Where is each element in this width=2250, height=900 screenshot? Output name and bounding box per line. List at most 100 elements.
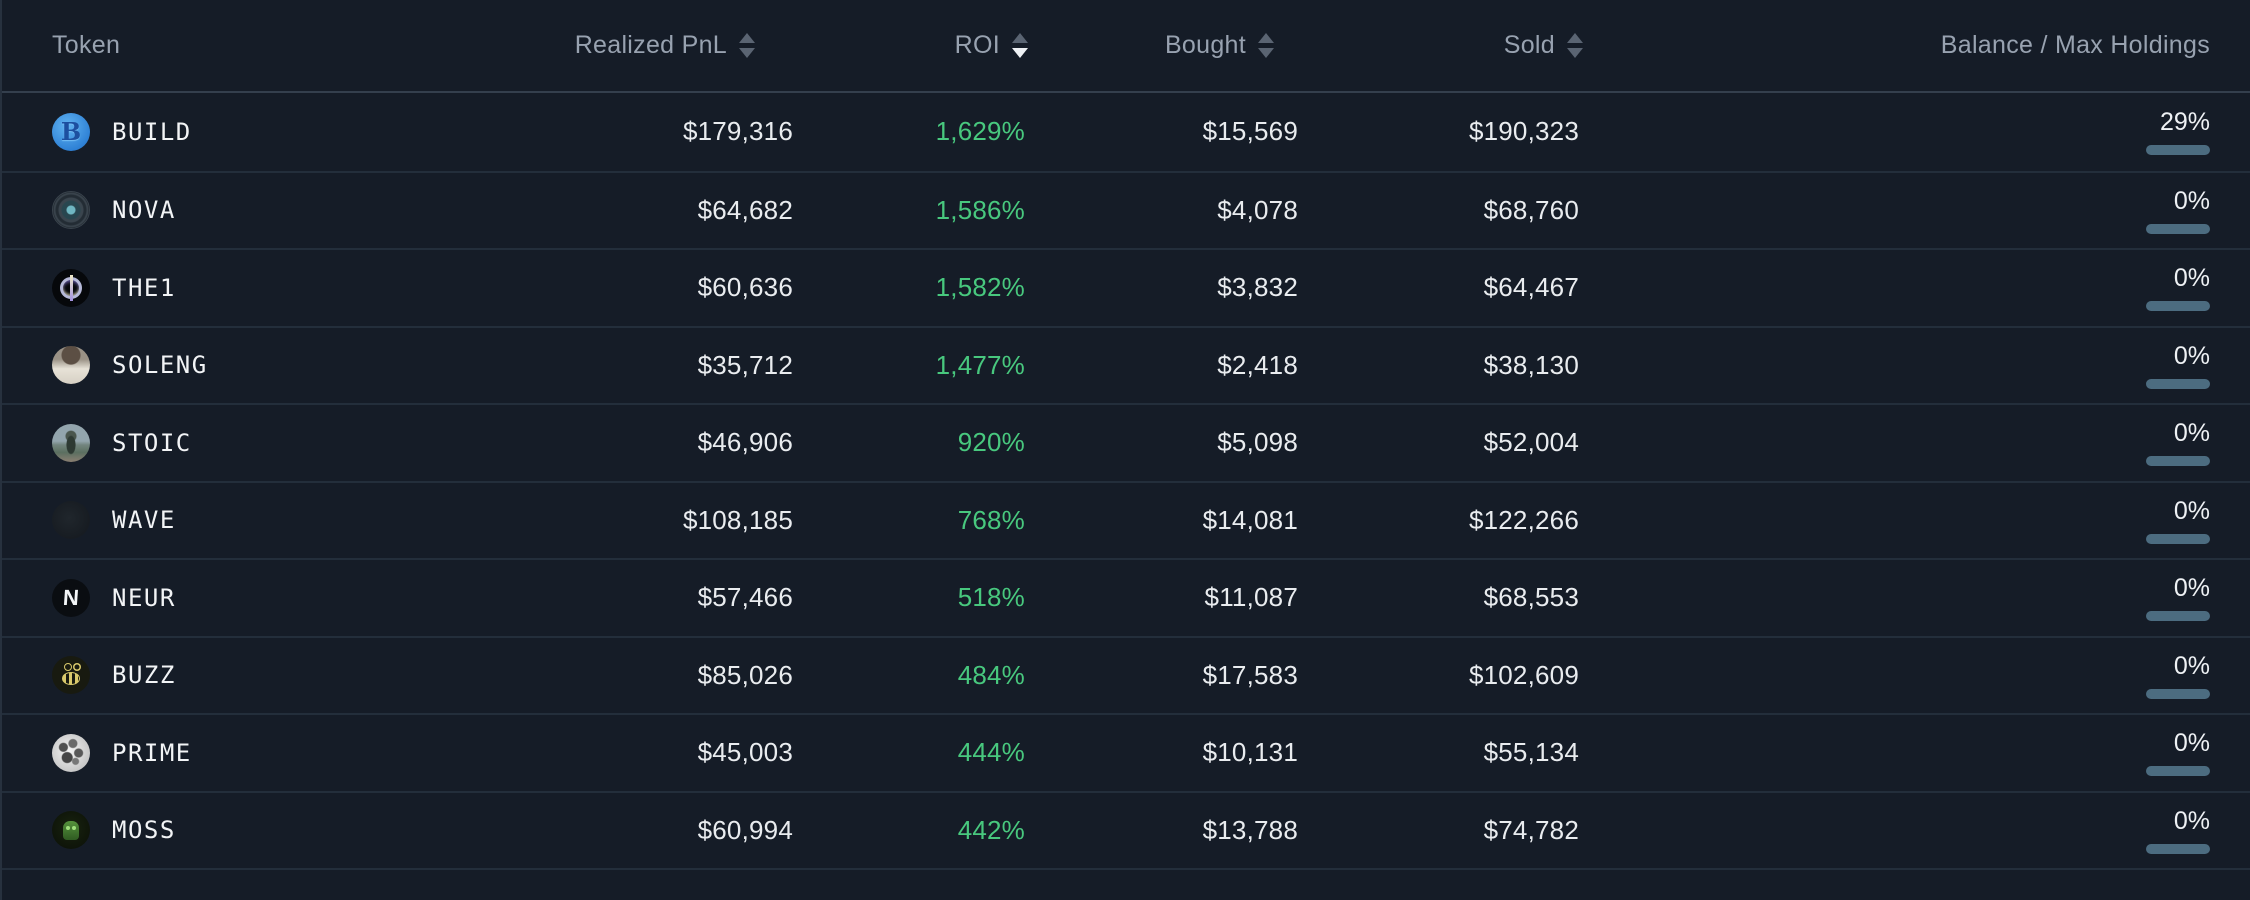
balance-percent: 0% (2173, 264, 2210, 293)
sort-up-icon (1258, 33, 1274, 43)
bought-value: $13,788 (1202, 814, 1298, 845)
table-row[interactable]: STOIC $46,906 920% $5,098 $52,004 0% (2, 403, 2250, 481)
sort-arrows-icon (739, 33, 755, 58)
table-row[interactable]: THE1 $60,636 1,582% $3,832 $64,467 0% (2, 248, 2250, 326)
balance-cell: 0% (1585, 187, 2250, 234)
balance-cell: 0% (1585, 342, 2250, 389)
table-row[interactable]: N NEUR $57,466 518% $11,087 $68,553 0% (2, 558, 2250, 636)
balance-progress-bar (2146, 456, 2210, 467)
sort-arrows-icon (1567, 33, 1583, 58)
table-row[interactable]: PRIME $45,003 444% $10,131 $55,134 0% (2, 713, 2250, 791)
bought-value: $17,583 (1202, 659, 1298, 690)
balance-progress-bar (2146, 533, 2210, 544)
balance-progress-bar (2146, 378, 2210, 389)
column-header-bought[interactable]: Bought (1030, 31, 1300, 60)
roi-value: 518% (957, 582, 1025, 613)
column-header-roi[interactable]: ROI (795, 31, 1030, 60)
column-header-label: ROI (954, 31, 1000, 59)
token-cell: BUZZ (2, 656, 400, 695)
token-name: BUILD (112, 117, 192, 146)
balance-progress-bar (2146, 223, 2210, 234)
realized-pnl-value: $85,026 (697, 659, 793, 690)
balance-percent: 0% (2173, 574, 2210, 603)
realized-pnl-value: $60,636 (697, 272, 793, 303)
the1-token-icon (52, 268, 90, 307)
table-footer-space (2, 868, 2250, 900)
roi-value: 484% (957, 659, 1025, 690)
column-header-sold[interactable]: Sold (1300, 31, 1585, 60)
column-header-token: Token (2, 31, 400, 60)
table-body: B BUILD $179,316 1,629% $15,569 $190,323… (2, 93, 2250, 868)
table-row[interactable]: MOSS $60,994 442% $13,788 $74,782 0% (2, 790, 2250, 869)
neur-token-icon: N (52, 578, 90, 617)
table-row[interactable]: WAVE $108,185 768% $14,081 $122,266 0% (2, 480, 2250, 559)
buzz-token-icon (52, 656, 90, 695)
column-header-realized-pnl[interactable]: Realized PnL (400, 31, 795, 60)
stoic-token-icon (52, 423, 90, 462)
bought-value: $2,418 (1217, 349, 1298, 380)
balance-progress-bar (2146, 688, 2210, 699)
balance-percent: 0% (2173, 419, 2210, 448)
token-cell: STOIC (2, 423, 400, 462)
column-header-balance-max-holdings: Balance / Max Holdings (1585, 31, 2250, 60)
realized-pnl-value: $46,906 (697, 427, 793, 458)
bought-value: $5,098 (1217, 427, 1298, 458)
token-cell: NOVA (2, 191, 400, 230)
sold-value: $102,609 (1468, 659, 1579, 690)
balance-percent: 0% (2173, 186, 2210, 215)
token-cell: THE1 (2, 268, 400, 307)
roi-value: 444% (957, 737, 1025, 768)
balance-percent: 0% (2173, 341, 2210, 370)
balance-progress-bar (2146, 843, 2210, 854)
sort-down-icon (1258, 48, 1274, 58)
token-name: THE1 (112, 273, 176, 302)
table-row[interactable]: BUZZ $85,026 484% $17,583 $102,609 0% (2, 635, 2250, 714)
sold-value: $68,760 (1483, 194, 1579, 225)
balance-cell: 0% (1585, 264, 2250, 312)
table-row[interactable]: NOVA $64,682 1,586% $4,078 $68,760 0% (2, 170, 2250, 249)
token-icon-glyph: B (60, 117, 82, 147)
sort-arrows-icon (1012, 33, 1028, 58)
table-row[interactable]: B BUILD $179,316 1,629% $15,569 $190,323… (2, 93, 2250, 171)
sold-value: $68,553 (1483, 582, 1579, 613)
token-name: PRIME (112, 738, 192, 767)
roi-value: 768% (957, 504, 1025, 535)
token-icon-glyph: N (62, 584, 80, 610)
balance-progress-bar (2146, 145, 2210, 156)
token-name: SOLENG (112, 351, 208, 380)
balance-cell: 29% (1585, 108, 2250, 156)
token-cell: SOLENG (2, 346, 400, 385)
token-name: NOVA (112, 196, 176, 225)
roi-value: 1,582% (935, 272, 1025, 303)
sort-down-icon (739, 48, 755, 58)
token-name: STOIC (112, 428, 192, 457)
sort-down-icon (1567, 48, 1583, 58)
bought-value: $15,569 (1202, 116, 1298, 147)
realized-pnl-value: $60,994 (697, 814, 793, 845)
column-header-label: Bought (1164, 31, 1246, 59)
bought-value: $10,131 (1202, 737, 1298, 768)
roi-value: 1,477% (935, 349, 1025, 380)
bought-value: $14,081 (1202, 504, 1298, 535)
table-header-row: Token Realized PnL ROI Bought Sold Balan… (2, 0, 2250, 93)
bought-value: $11,087 (1204, 582, 1298, 613)
token-cell: MOSS (2, 811, 400, 850)
sort-up-icon (739, 33, 755, 43)
token-name: WAVE (112, 506, 176, 535)
balance-cell: 0% (1585, 729, 2250, 777)
table-row[interactable]: SOLENG $35,712 1,477% $2,418 $38,130 0% (2, 325, 2250, 404)
moss-token-icon (52, 811, 90, 850)
sort-arrows-icon (1258, 33, 1274, 58)
sort-up-icon (1567, 33, 1583, 43)
token-cell: WAVE (2, 501, 400, 540)
sold-value: $122,266 (1468, 504, 1579, 535)
sold-value: $38,130 (1483, 349, 1579, 380)
realized-pnl-value: $57,466 (697, 582, 793, 613)
balance-percent: 0% (2173, 651, 2210, 680)
roi-value: 920% (957, 427, 1025, 458)
soleng-token-icon (52, 346, 90, 385)
balance-cell: 0% (1585, 497, 2250, 544)
build-token-icon: B (52, 112, 90, 151)
sold-value: $55,134 (1483, 737, 1579, 768)
